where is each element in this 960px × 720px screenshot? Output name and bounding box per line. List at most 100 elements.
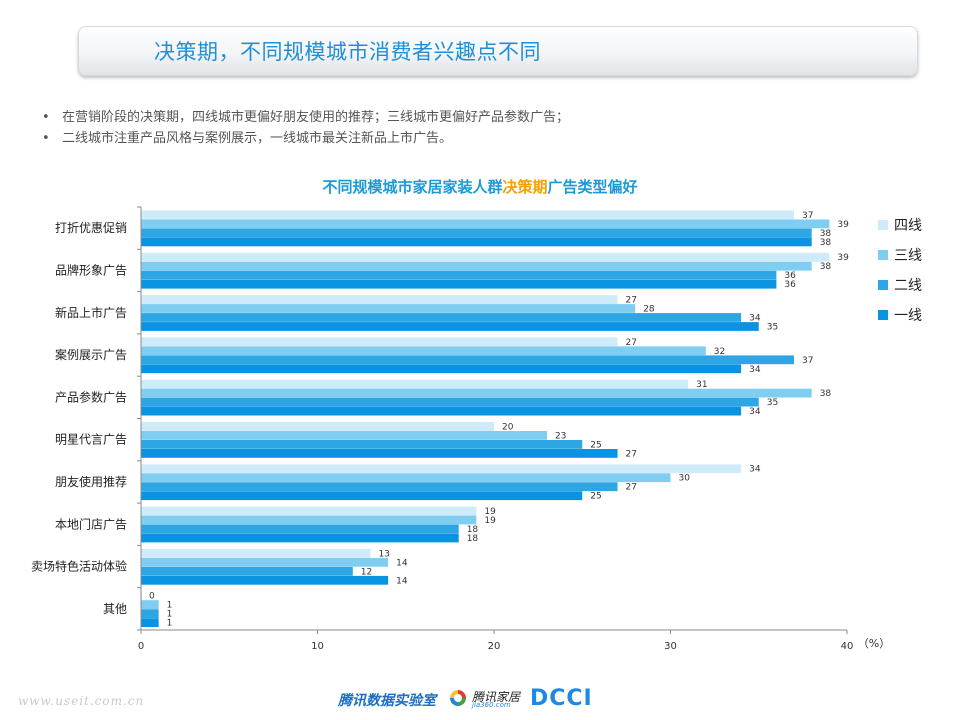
legend-label: 四线 <box>894 218 922 234</box>
data-label: 14 <box>396 558 408 568</box>
bar-四线-朋友使用推荐 <box>141 464 742 474</box>
bar-一线-新品上市广告 <box>141 322 759 331</box>
bullet-dot: • <box>42 131 50 146</box>
data-label: 38 <box>820 238 832 248</box>
data-label: 27 <box>626 296 637 306</box>
bar-四线-卖场特色活动体验 <box>141 548 371 558</box>
data-label: 27 <box>626 483 637 493</box>
data-label: 14 <box>396 576 408 586</box>
bullet-text: 在营销阶段的决策期，四线城市更偏好朋友使用的推荐；三线城市更偏好产品参数广告； <box>62 110 570 125</box>
category-label: 新品上市广告 <box>55 305 127 320</box>
bar-二线-本地门店广告 <box>141 524 459 534</box>
x-tick-label: 40 <box>841 641 854 652</box>
data-label: 37 <box>802 211 813 221</box>
legend-swatch-三线 <box>878 250 888 260</box>
data-label: 39 <box>837 220 849 230</box>
bullet-dot: • <box>42 110 50 125</box>
bar-二线-明星代言广告 <box>141 440 583 449</box>
bar-三线-品牌形象广告 <box>141 261 812 271</box>
x-tick-label: 20 <box>488 641 501 652</box>
legend-label: 二线 <box>894 278 922 294</box>
category-label: 其他 <box>103 602 127 616</box>
data-label: 36 <box>784 271 796 281</box>
category-label: 朋友使用推荐 <box>55 474 127 489</box>
x-tick-label: 10 <box>311 641 324 652</box>
bar-二线-打折优惠促销 <box>141 228 812 238</box>
bar-二线-卖场特色活动体验 <box>141 566 353 576</box>
category-label: 明星代言广告 <box>55 433 127 447</box>
data-label: 28 <box>643 305 655 315</box>
footer-url: www.useit.com.cn <box>18 694 145 708</box>
data-label: 27 <box>626 338 637 348</box>
bar-三线-打折优惠促销 <box>141 219 830 229</box>
bar-一线-案例展示广告 <box>141 364 742 374</box>
bullet-item: • 二线城市注重产品风格与案例展示，一线城市最关注新品上市广告。 <box>40 128 920 149</box>
chart-title-part: 广告类型偏好 <box>547 178 638 196</box>
bar-二线-朋友使用推荐 <box>141 482 618 492</box>
legend-label: 一线 <box>894 308 922 324</box>
bar-三线-新品上市广告 <box>141 304 636 313</box>
bullet-list: • 在营销阶段的决策期，四线城市更偏好朋友使用的推荐；三线城市更偏好产品参数广告… <box>40 107 920 149</box>
bar-二线-案例展示广告 <box>141 355 795 365</box>
data-label: 20 <box>502 422 514 432</box>
house-logo-domain: jia360.com <box>472 701 511 709</box>
bar-一线-其他 <box>141 618 159 627</box>
bullet-item: • 在营销阶段的决策期，四线城市更偏好朋友使用的推荐；三线城市更偏好产品参数广告… <box>40 107 920 128</box>
data-label: 13 <box>378 549 389 559</box>
data-label: 30 <box>679 474 691 484</box>
chart-title-highlight: 决策期 <box>502 178 548 196</box>
bar-四线-新品上市广告 <box>141 295 618 304</box>
bar-二线-产品参数广告 <box>141 397 759 407</box>
bar-二线-其他 <box>141 609 159 618</box>
category-label: 打折优惠促销 <box>55 220 127 235</box>
bar-一线-明星代言广告 <box>141 449 618 458</box>
data-label: 23 <box>555 431 566 441</box>
data-label: 19 <box>484 507 496 517</box>
bar-三线-朋友使用推荐 <box>141 473 671 483</box>
x-axis-unit: （%） <box>858 637 890 650</box>
bar-四线-明星代言广告 <box>141 422 494 431</box>
data-label: 34 <box>749 365 761 375</box>
bar-二线-品牌形象广告 <box>141 270 777 280</box>
bar-四线-品牌形象广告 <box>141 252 830 262</box>
legend-swatch-二线 <box>878 280 888 290</box>
data-label: 12 <box>361 567 372 577</box>
bar-一线-朋友使用推荐 <box>141 491 583 501</box>
bar-三线-明星代言广告 <box>141 431 547 440</box>
category-label: 案例展示广告 <box>55 347 127 362</box>
data-label: 31 <box>696 380 707 390</box>
bar-三线-本地门店广告 <box>141 515 477 525</box>
data-label: 34 <box>749 465 761 475</box>
footer-dcci-logo: DCCI <box>530 686 593 711</box>
data-label: 19 <box>484 516 496 526</box>
footer-lab-logo: 腾讯数据实验室 <box>338 693 436 709</box>
data-label: 38 <box>820 262 832 272</box>
legend-swatch-一线 <box>878 310 888 320</box>
bar-四线-本地门店广告 <box>141 506 477 516</box>
bar-四线-产品参数广告 <box>141 379 689 389</box>
category-label: 本地门店广告 <box>55 516 127 531</box>
data-label: 39 <box>837 253 849 263</box>
data-label: 32 <box>714 347 725 357</box>
house-logo-icon <box>450 690 466 706</box>
house-logo-name: 腾讯家居 <box>472 690 521 704</box>
bar-二线-新品上市广告 <box>141 313 742 322</box>
bar-一线-本地门店广告 <box>141 533 459 543</box>
legend-label: 三线 <box>894 248 922 264</box>
data-label: 37 <box>802 356 813 366</box>
data-label: 0 <box>149 592 155 602</box>
data-label: 38 <box>820 229 832 239</box>
data-label: 1 <box>167 619 173 629</box>
bar-三线-卖场特色活动体验 <box>141 557 389 567</box>
data-label: 34 <box>749 407 761 417</box>
category-label: 卖场特色活动体验 <box>31 559 127 574</box>
bar-四线-打折优惠促销 <box>141 210 795 220</box>
data-label: 35 <box>767 398 778 408</box>
data-label: 36 <box>784 280 796 290</box>
x-tick-label: 30 <box>664 641 677 652</box>
data-label: 1 <box>167 610 173 620</box>
data-label: 1 <box>167 601 173 611</box>
chart-title: 不同规模城市家居家装人群决策期广告类型偏好 <box>140 176 820 197</box>
data-label: 25 <box>590 492 601 502</box>
bar-一线-品牌形象广告 <box>141 279 777 289</box>
